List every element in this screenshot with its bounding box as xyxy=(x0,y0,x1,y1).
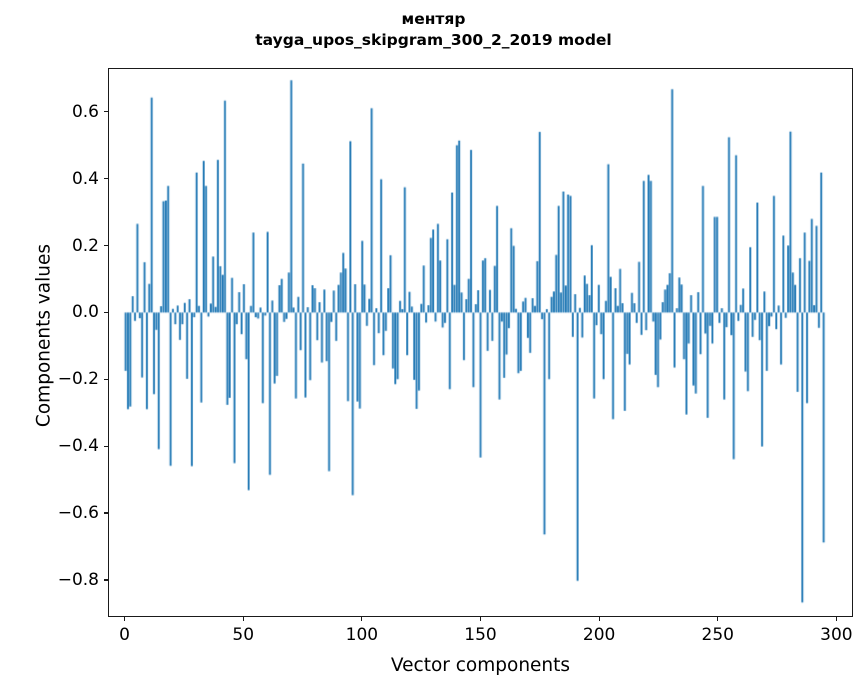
y-tick-mark xyxy=(103,111,108,113)
x-tick-label: 300 xyxy=(820,625,853,645)
y-tick-label: −0.6 xyxy=(57,503,99,524)
y-tick-label: −0.2 xyxy=(57,369,99,390)
y-tick-label: −0.4 xyxy=(57,436,99,457)
x-tick-mark xyxy=(361,617,363,622)
bar-series-canvas xyxy=(109,69,852,616)
y-tick-label: 0.4 xyxy=(71,168,99,189)
x-axis-label: Vector components xyxy=(390,655,571,676)
y-tick-label: 0.6 xyxy=(71,101,99,122)
chart-title-line-1: ментяр xyxy=(401,10,466,28)
x-tick-label: 150 xyxy=(464,625,497,645)
x-tick-label: 50 xyxy=(232,625,255,645)
x-tick-label: 100 xyxy=(345,625,379,645)
x-tick-mark xyxy=(124,617,126,622)
x-tick-mark xyxy=(598,617,600,622)
y-tick-mark xyxy=(103,378,108,380)
chart-title: ментяр tayga_upos_skipgram_300_2_2019 mo… xyxy=(0,9,867,51)
y-tick-mark xyxy=(103,512,108,514)
y-tick-label: 0.2 xyxy=(71,235,99,256)
x-tick-label: 250 xyxy=(701,625,734,645)
y-tick-label: −0.8 xyxy=(57,569,99,590)
y-tick-mark xyxy=(103,445,108,447)
plot-area xyxy=(108,68,853,617)
x-tick-mark xyxy=(242,617,244,622)
y-tick-mark xyxy=(103,579,108,581)
y-tick-mark xyxy=(103,244,108,247)
y-axis-label: Components values xyxy=(33,243,55,428)
y-tick-mark xyxy=(103,178,108,180)
y-tick-mark xyxy=(103,311,108,313)
x-tick-label: 200 xyxy=(582,625,616,645)
x-tick-mark xyxy=(717,617,719,622)
x-tick-mark xyxy=(479,617,482,622)
x-tick-mark xyxy=(835,617,837,622)
x-tick-label: 0 xyxy=(119,625,130,645)
y-tick-label: 0.0 xyxy=(71,302,99,323)
chart-title-line-2: tayga_upos_skipgram_300_2_2019 model xyxy=(255,31,612,49)
